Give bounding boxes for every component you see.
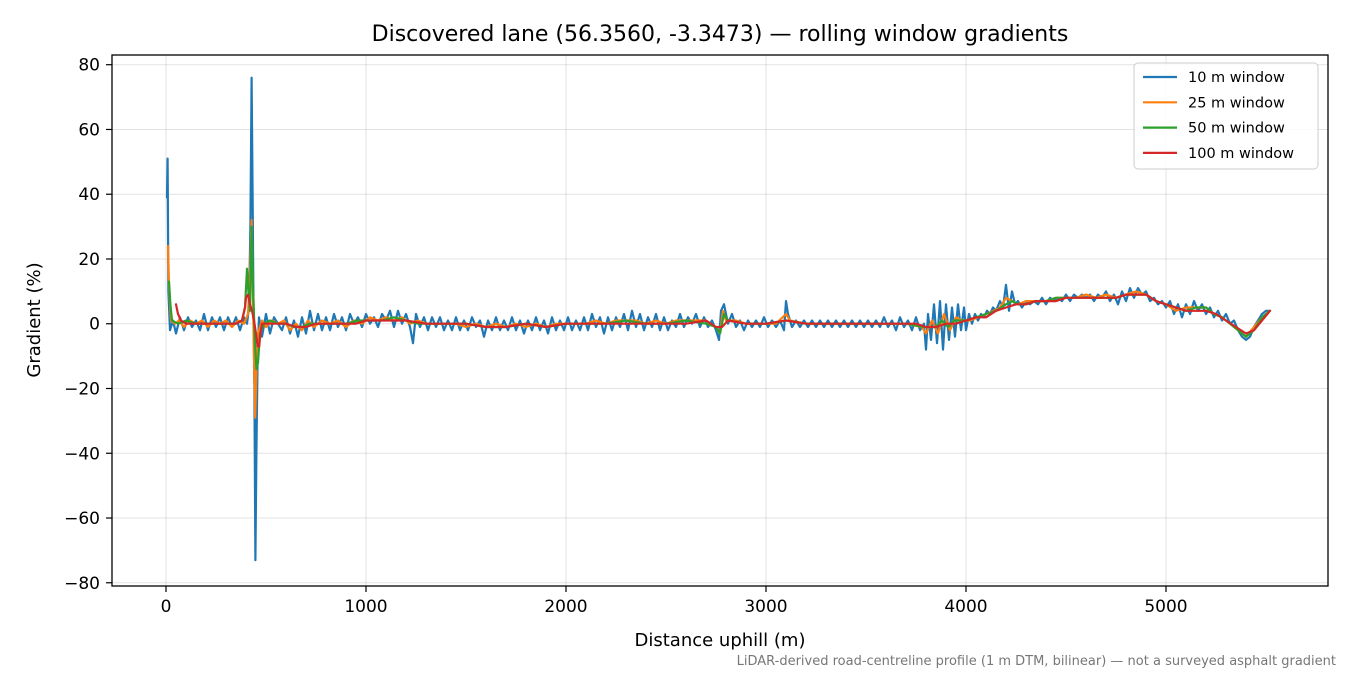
axis-ticks: 0 1000 2000 3000 4000 5000 −80 −60 −40 −20 0 20 40 60…: [64, 56, 1188, 617]
y-tick-label: 80: [78, 56, 100, 76]
x-tick-label: 0: [161, 597, 172, 617]
y-tick-label: −60: [64, 509, 100, 529]
plot-frame: [111, 54, 1329, 587]
y-tick-label: 40: [78, 185, 100, 205]
x-axis-label: Distance uphill (m): [635, 630, 806, 651]
legend-label: 100 m window: [1188, 146, 1294, 162]
x-tick-label: 1000: [344, 597, 387, 617]
legend: 10 m window 25 m window 50 m window 100 m w…: [1133, 62, 1319, 170]
series-lines: [165, 76, 1272, 562]
x-tick-label: 5000: [1144, 597, 1187, 617]
y-tick-label: 0: [89, 315, 100, 335]
y-tick-label: 60: [78, 120, 100, 140]
y-tick-label: −20: [64, 379, 100, 399]
x-tick-label: 2000: [544, 597, 587, 617]
y-tick-label: −80: [64, 574, 100, 594]
y-tick-label: 20: [78, 250, 100, 270]
legend-label: 50 m window: [1188, 121, 1285, 137]
x-tick-label: 3000: [744, 597, 787, 617]
footnote: LiDAR-derived road-centreline profile (1…: [737, 654, 1336, 669]
legend-label: 25 m window: [1188, 95, 1285, 111]
series-line-100-m-window: [174, 293, 1272, 348]
legend-box: [1133, 62, 1319, 170]
y-tick-label: −40: [64, 444, 100, 464]
chart-title: Discovered lane (56.3560, -3.3473) — rol…: [372, 22, 1069, 47]
y-axis-label: Gradient (%): [24, 262, 45, 377]
x-tick-label: 4000: [944, 597, 987, 617]
legend-label: 10 m window: [1188, 70, 1285, 86]
